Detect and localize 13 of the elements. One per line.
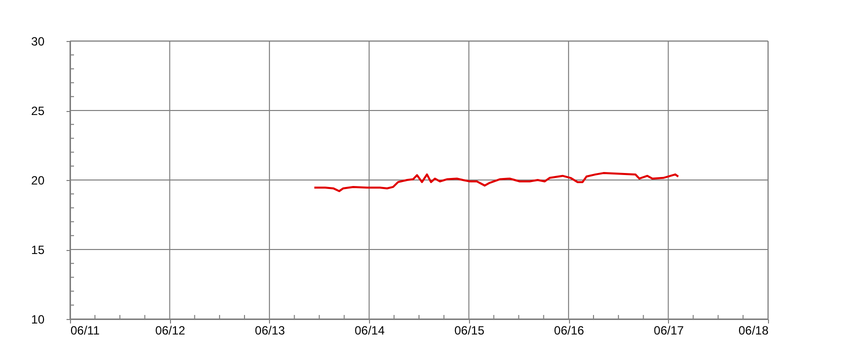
y-tick-label: 15: [31, 243, 45, 257]
y-tick-label: 25: [31, 104, 45, 118]
x-tick-label: 06/18: [738, 324, 769, 338]
y-tick-label: 20: [31, 174, 45, 188]
x-tick-label: 06/15: [454, 324, 485, 338]
x-tick-label: 06/11: [70, 324, 100, 338]
y-tick-label: 10: [31, 312, 45, 326]
x-tick-label: 06/14: [354, 324, 385, 338]
x-tick-label: 06/12: [155, 324, 186, 338]
x-tick-label: 06/16: [554, 324, 584, 338]
x-tick-label: 06/13: [254, 324, 286, 338]
y-tick-label: 30: [31, 34, 45, 48]
x-tick-label: 06/17: [654, 324, 684, 338]
